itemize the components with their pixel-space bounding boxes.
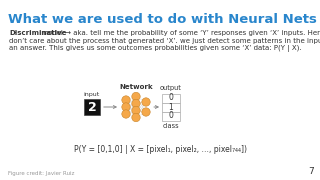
Text: model → aka. tell me the probability of some ‘Y’ responses given ‘X’ inputs. Her: model → aka. tell me the probability of … — [39, 30, 320, 36]
Text: an answer. This gives us some outcomes probabilities given some ‘X’ data: P(Y | : an answer. This gives us some outcomes p… — [9, 45, 302, 52]
Bar — [162, 93, 180, 102]
Text: P(Y = [0,1,0] | X = [pixel₁, pixel₂, …, pixel₇₄₄]): P(Y = [0,1,0] | X = [pixel₁, pixel₂, …, … — [74, 145, 246, 154]
Text: Figure credit: Javier Ruiz: Figure credit: Javier Ruiz — [8, 171, 74, 176]
Text: 0: 0 — [169, 111, 173, 120]
Text: 1: 1 — [169, 102, 173, 111]
Circle shape — [132, 99, 140, 108]
Text: 0: 0 — [169, 93, 173, 102]
Bar — [162, 102, 180, 111]
Circle shape — [142, 98, 150, 106]
Bar — [84, 99, 100, 115]
Text: class: class — [163, 123, 179, 129]
Bar — [162, 111, 180, 120]
Text: don’t care about the process that generated ‘X’. we just detect some patterns in: don’t care about the process that genera… — [9, 37, 320, 44]
Text: Discriminative: Discriminative — [9, 30, 67, 36]
Circle shape — [122, 110, 130, 118]
Text: 2: 2 — [88, 101, 96, 114]
Text: output: output — [160, 85, 182, 91]
Text: input: input — [84, 92, 100, 97]
Circle shape — [122, 103, 130, 111]
Text: Network: Network — [119, 84, 153, 90]
Text: What we are used to do with Neural Nets: What we are used to do with Neural Nets — [8, 13, 317, 26]
Text: 7: 7 — [308, 167, 314, 176]
Circle shape — [132, 106, 140, 115]
Circle shape — [132, 113, 140, 122]
Circle shape — [122, 96, 130, 104]
Circle shape — [142, 108, 150, 116]
Circle shape — [132, 92, 140, 101]
